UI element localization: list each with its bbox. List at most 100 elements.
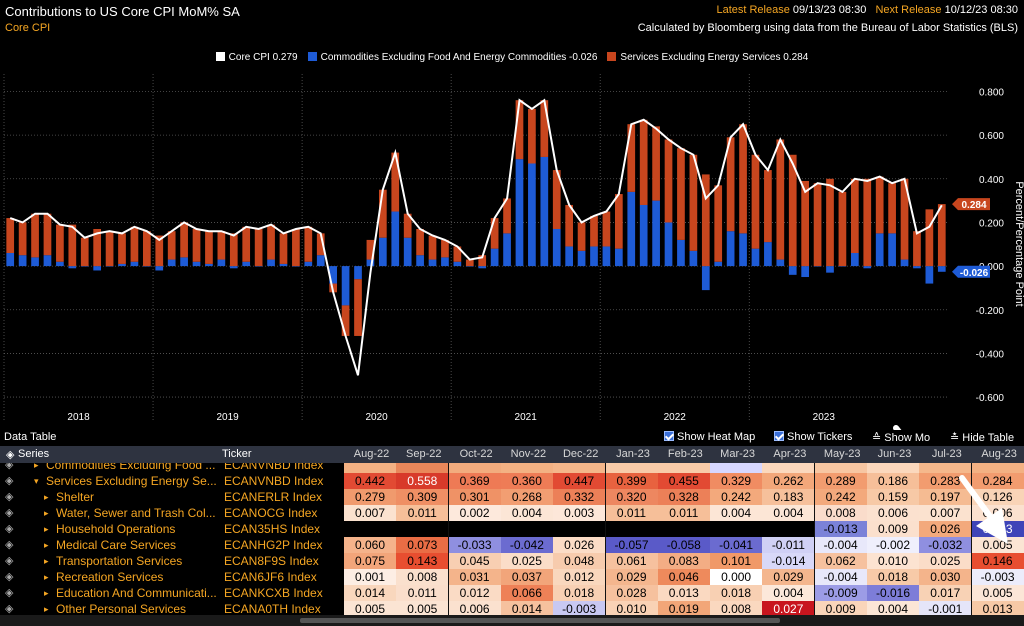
heatmap-cell: 0.558	[396, 473, 450, 489]
heatmap-cell: 0.005	[971, 585, 1024, 601]
ticker-cell: ECAN6JF6 Index	[220, 569, 344, 585]
heatmap-cell: 0.009	[867, 521, 920, 537]
commodities-bar	[105, 266, 114, 267]
expand-triangle-icon[interactable]: ▾	[34, 476, 39, 486]
diamond-icon[interactable]: ◈	[5, 539, 14, 551]
diamond-icon[interactable]: ◈	[5, 523, 14, 535]
column-header-ticker[interactable]: Ticker	[222, 448, 252, 460]
heatmap-cell: 0.002	[448, 505, 502, 521]
heatmap-cell	[553, 521, 607, 537]
expand-triangle-icon[interactable]: ▸	[44, 572, 49, 582]
commodities-bar	[329, 266, 338, 284]
commodities-bar	[900, 259, 909, 267]
services-bar	[788, 154, 797, 267]
heatmap-cell: 0.279	[344, 489, 397, 505]
expand-triangle-icon[interactable]: ▸	[44, 540, 49, 550]
expand-triangle-icon[interactable]: ▸	[44, 524, 49, 534]
heatmap-cell: 0.008	[814, 505, 868, 521]
column-header-month[interactable]: Sep-22	[406, 448, 442, 460]
series-cell: ◈ ▸ Transportation Services	[0, 553, 220, 569]
heatmap-cell	[448, 521, 502, 537]
column-header-month[interactable]: Jun-23	[877, 448, 912, 460]
legend-value: 0.284	[780, 52, 809, 63]
series-name: Medical Care Services	[56, 538, 177, 552]
table-row[interactable]: ◈ ▸ Water, Sewer and Trash Col... ECANOCG I…	[0, 505, 1024, 521]
column-header-month[interactable]: Nov-22	[510, 448, 547, 460]
heatmap-cell: 0.242	[814, 489, 868, 505]
ticker-cell: ECANVNBD Index	[220, 473, 344, 489]
column-header-month[interactable]: Dec-22	[562, 448, 599, 460]
diamond-icon[interactable]: ◈	[5, 463, 14, 471]
column-header-series[interactable]: Series	[18, 448, 50, 460]
column-header-month[interactable]: Oct-22	[459, 448, 493, 460]
diamond-icon[interactable]: ◈	[5, 555, 14, 567]
heatmap-cell	[971, 463, 1024, 473]
column-header-month[interactable]: Feb-23	[667, 448, 703, 460]
services-bar	[428, 235, 437, 260]
ticker-cell: ECAN35HS Index	[220, 521, 344, 537]
services-bar	[391, 152, 400, 212]
table-row[interactable]: ◈ ▸ Household Operations ECAN35HS Index -0.0…	[0, 521, 1024, 537]
services-bar	[913, 231, 921, 267]
expand-triangle-icon[interactable]: ▸	[34, 463, 39, 470]
expand-triangle-icon[interactable]: ▸	[44, 604, 49, 614]
services-bar	[776, 139, 785, 260]
heatmap-cell: 0.061	[605, 553, 659, 569]
services-bar	[292, 228, 300, 267]
table-row[interactable]: ◈ ▸ Other Personal Services ECANA0TH Index 0…	[0, 601, 1024, 615]
show-heat-map-toggle[interactable]: Show Heat Map	[664, 431, 755, 443]
show-more-button[interactable]: ≙ Show Mo	[872, 431, 930, 444]
column-header-month[interactable]: Aug-22	[353, 448, 390, 460]
column-header-month[interactable]: Mar-23	[720, 448, 756, 460]
diamond-icon[interactable]: ◈	[5, 507, 14, 519]
diamond-icon[interactable]: ◈	[5, 475, 14, 487]
commodities-bar	[714, 261, 723, 267]
services-bar	[714, 185, 723, 262]
diamond-icon[interactable]: ◈	[5, 491, 14, 503]
table-row[interactable]: ◈ ▸ Transportation Services ECAN8F9S Index 0…	[0, 553, 1024, 569]
table-row[interactable]: ◈ ▸ Medical Care Services ECANHG2P Index 0.0…	[0, 537, 1024, 553]
legend-label: Commodities Excluding Food And Energy Co…	[320, 52, 567, 63]
services-bar	[453, 246, 462, 262]
horizontal-scrollbar[interactable]	[0, 615, 1024, 626]
expand-triangle-icon[interactable]: ▸	[44, 556, 49, 566]
next-release-label: Next Release	[875, 4, 942, 16]
commodities-bar	[863, 266, 872, 269]
heatmap-cell: 0.399	[605, 473, 659, 489]
latest-release-label: Latest Release	[716, 4, 790, 16]
services-bar	[279, 233, 288, 264]
hide-table-button[interactable]: ≛ Hide Table	[950, 431, 1014, 444]
heatmap-cell	[605, 463, 659, 473]
column-header-month[interactable]: Apr-23	[773, 448, 807, 460]
show-tickers-toggle[interactable]: Show Tickers	[774, 431, 852, 443]
column-header-month[interactable]: Aug-23	[981, 448, 1017, 460]
table-row[interactable]: ◈ ▸ Commodities Excluding Food ... ECANVNBD…	[0, 463, 1024, 473]
commodities-bar	[751, 248, 760, 267]
commodities-bar	[652, 200, 660, 267]
table-row[interactable]: ◈ ▸ Education And Communicati... ECANKCXB I…	[0, 585, 1024, 601]
commodities-bar	[726, 231, 735, 267]
heatmap-cell	[762, 463, 816, 473]
commodities-bar	[826, 266, 834, 273]
services-bar	[726, 137, 735, 232]
table-row[interactable]: ◈ ▸ Recreation Services ECAN6JF6 Index 0.001…	[0, 569, 1024, 585]
diamond-icon[interactable]: ◈	[5, 603, 14, 615]
table-row[interactable]: ◈ ▾ Services Excluding Energy Se... ECANVNB…	[0, 473, 1024, 489]
column-header-month[interactable]: Jan-23	[616, 448, 650, 460]
heatmap-cell: 0.008	[710, 601, 764, 615]
services-bar	[577, 222, 586, 251]
services-bar	[180, 222, 188, 258]
services-bar	[68, 224, 77, 267]
diamond-icon[interactable]: ◈	[5, 571, 14, 583]
table-row[interactable]: ◈ ▸ Shelter ECANERLR Index 0.279 0.309 0.301 0.…	[0, 489, 1024, 505]
column-header-month[interactable]: May-23	[823, 448, 861, 460]
column-header-month[interactable]: Jul-23	[931, 448, 962, 460]
expand-triangle-icon[interactable]: ▸	[44, 492, 49, 502]
series-cell: ◈ ▸ Education And Communicati...	[0, 585, 220, 601]
expand-triangle-icon[interactable]: ▸	[44, 588, 49, 598]
diamond-icon[interactable]: ◈	[5, 587, 14, 599]
services-bar	[813, 183, 822, 267]
services-bar	[565, 204, 574, 247]
expand-triangle-icon[interactable]: ▸	[44, 508, 49, 518]
scrollbar-thumb[interactable]	[300, 618, 780, 623]
